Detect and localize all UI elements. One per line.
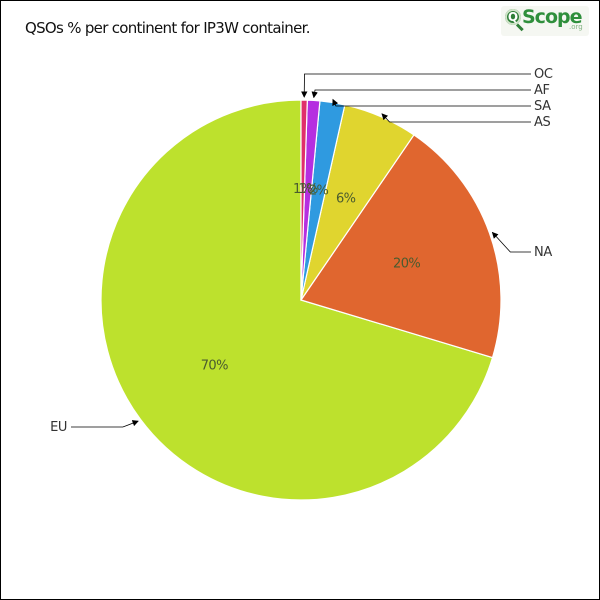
pie-slices: [100, 99, 502, 501]
category-label-as: AS: [534, 115, 550, 130]
leader-line-na: [491, 231, 531, 253]
magnifier-icon: Q: [505, 9, 521, 25]
leader-lines: [71, 73, 531, 428]
percent-label-as: 6%: [336, 191, 356, 206]
leader-line-eu: [71, 420, 139, 428]
percent-label-na: 20%: [393, 257, 420, 272]
percent-label-af: 1%: [298, 182, 318, 197]
percent-label-sa: 2%: [309, 183, 329, 198]
leader-line-as: [381, 113, 531, 123]
percent-label-oc: 1%: [293, 182, 313, 197]
percent-label-eu: 70%: [201, 358, 228, 373]
category-label-oc: OC: [534, 67, 553, 82]
category-label-na: NA: [534, 245, 552, 260]
category-label-af: AF: [534, 83, 550, 98]
leader-line-sa: [332, 98, 531, 107]
logo-tld: .org: [569, 23, 583, 31]
leader-line-af: [311, 89, 531, 99]
chart-title: QSOs % per continent for IP3W container.: [25, 19, 310, 37]
percent-labels: 70% 20% 6% 2%1%1%: [201, 182, 421, 373]
pie-slice-oc: [300, 99, 308, 301]
qscope-logo: Q Scope .org: [501, 6, 589, 36]
category-label-eu: EU: [50, 420, 67, 435]
category-label-sa: SA: [534, 99, 551, 114]
pie-slice-eu: [100, 99, 494, 501]
leader-line-oc: [301, 73, 531, 98]
logo-word: Scope: [522, 6, 582, 28]
pie-slice-na: [300, 134, 502, 359]
